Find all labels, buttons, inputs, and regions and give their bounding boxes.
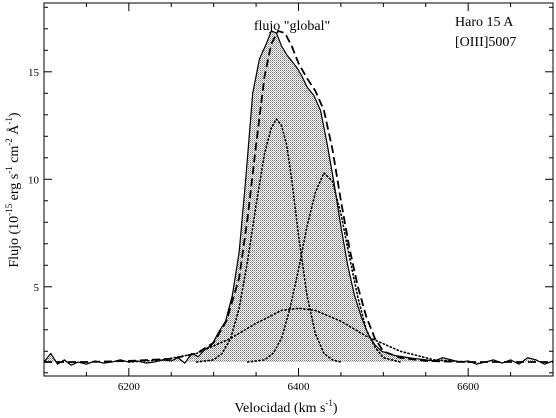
annotation-global-flux: flujo "global"	[254, 19, 330, 34]
annotation-line: [OIII]5007	[455, 35, 516, 50]
y-axis-label: Flujo (10-15 erg s-1 cm-2 Å-1)	[4, 112, 22, 268]
y-tick-label: 5	[34, 282, 40, 294]
plot-frame	[43, 2, 554, 377]
x-tick-label: 6200	[118, 381, 141, 393]
y-tick-label: 10	[28, 174, 40, 186]
plot-area	[44, 30, 553, 366]
annotation-object: Haro 15 A	[455, 15, 514, 30]
x-axis-label: Velocidad (km s-1)	[234, 398, 337, 416]
x-tick-label: 6400	[288, 381, 311, 393]
profile-shading	[44, 30, 553, 366]
gaussian-component-broad	[128, 307, 469, 363]
y-tick-label: 15	[28, 67, 40, 79]
x-tick-label: 6600	[457, 381, 480, 393]
gaussian-component-2	[246, 172, 402, 363]
fit-total-dashed-line	[44, 30, 553, 363]
